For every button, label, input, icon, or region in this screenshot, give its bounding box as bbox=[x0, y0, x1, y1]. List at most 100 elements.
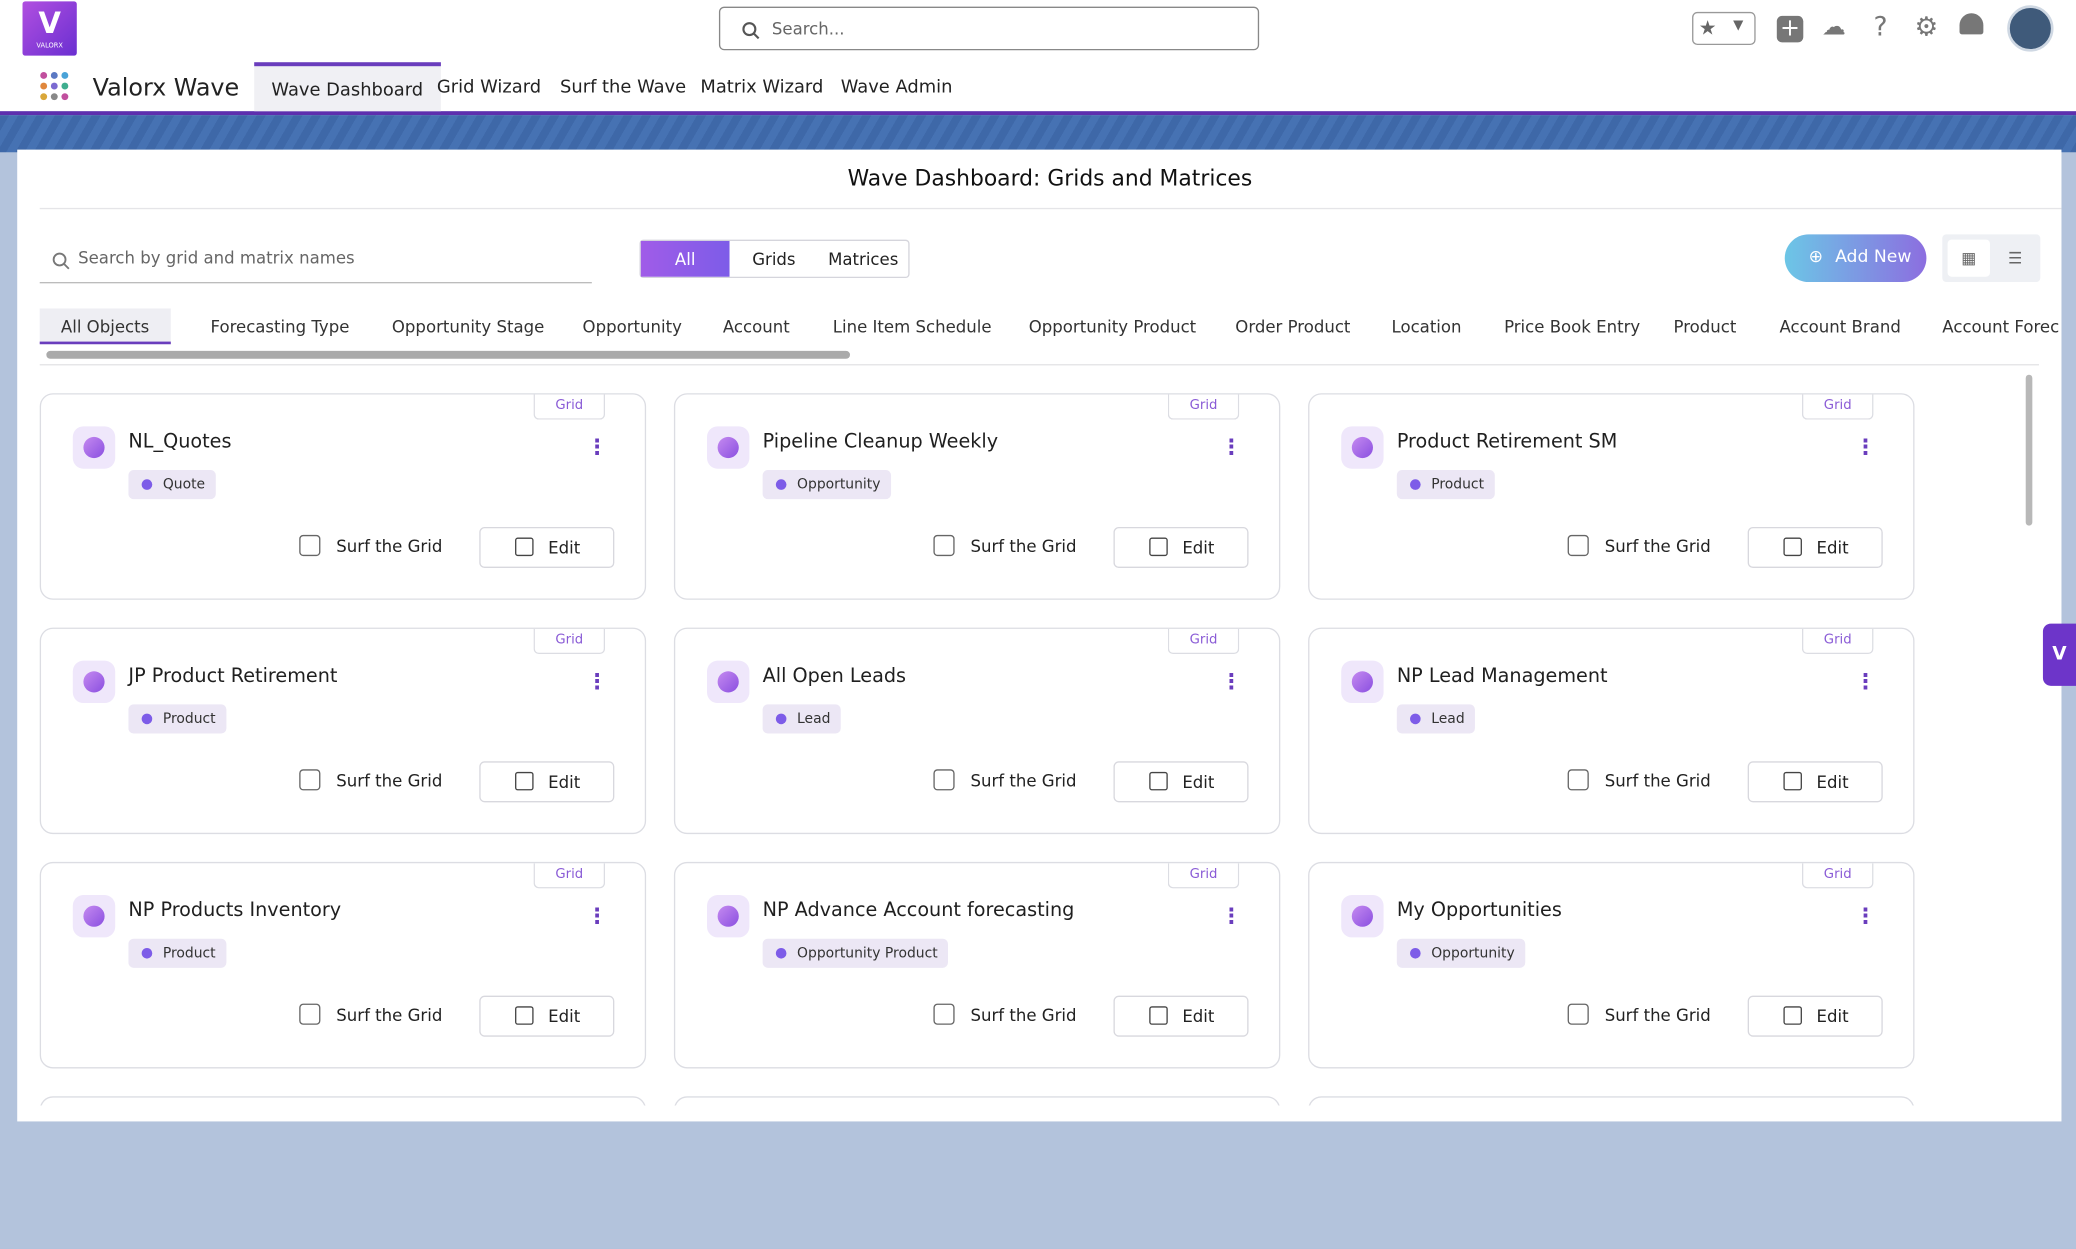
filter-button[interactable]: All bbox=[640, 240, 730, 277]
nav-divider bbox=[0, 111, 2076, 116]
edit-button[interactable]: Edit bbox=[1113, 526, 1249, 568]
setup-icon[interactable]: ⚙ bbox=[1914, 10, 1939, 43]
surf-icon bbox=[1567, 1003, 1589, 1025]
surf-link[interactable]: Surf the Grid bbox=[933, 1003, 1077, 1028]
tabs-scrollbar bbox=[46, 350, 851, 359]
surf-link[interactable]: Surf the Grid bbox=[1567, 769, 1711, 793]
edit-icon bbox=[1783, 771, 1802, 791]
add-new-button[interactable]: ⊕ Add New bbox=[1784, 234, 1927, 283]
card-title: My Opportunities bbox=[1396, 900, 1562, 922]
edit-button[interactable]: Edit bbox=[1747, 526, 1883, 568]
card-title: Pipeline Cleanup Weekly bbox=[762, 431, 999, 453]
grid-card[interactable]: Grid NP Advance Account forecasting ⋮ Oppor… bbox=[673, 861, 1281, 1069]
edit-button[interactable]: Edit bbox=[479, 761, 615, 803]
filter-button[interactable]: Matrices bbox=[828, 248, 899, 269]
object-tab[interactable]: Opportunity Product bbox=[1028, 316, 1197, 337]
card-icon bbox=[707, 660, 750, 704]
object-tab[interactable]: Opportunity Stage bbox=[391, 316, 545, 337]
grid-card[interactable]: Grid All Open Leads ⋮ Lead Surf the Grid Edit bbox=[673, 627, 1281, 835]
grid-card[interactable]: Grid NP Lead Management ⋮ Lead Surf the Grid… bbox=[1308, 627, 1915, 835]
object-tab[interactable]: Account Brand bbox=[1779, 316, 1901, 337]
nav-tab[interactable]: Wave Dashboard bbox=[254, 62, 441, 112]
grid-view[interactable]: ▦ bbox=[1947, 239, 1990, 277]
kebab-menu[interactable]: ⋮ bbox=[1220, 434, 1242, 460]
surf-link[interactable]: Surf the Grid bbox=[933, 534, 1077, 559]
surf-link[interactable]: Surf the Grid bbox=[1567, 1003, 1711, 1028]
object-tab[interactable]: Line Item Schedule bbox=[832, 316, 992, 337]
grid-card[interactable]: Grid Product Retirement SM ⋮ Product Surf th… bbox=[1308, 393, 1915, 600]
add-new-label: Add New bbox=[1835, 247, 1912, 268]
object-tab[interactable]: Price Book Entry bbox=[1504, 316, 1641, 337]
new-icon[interactable]: + bbox=[1776, 15, 1804, 43]
object-tab[interactable]: Opportunity bbox=[582, 316, 682, 337]
grid-search[interactable]: Search by grid and matrix names bbox=[39, 242, 592, 284]
app-launcher[interactable] bbox=[40, 71, 69, 101]
edit-button[interactable]: Edit bbox=[479, 995, 615, 1037]
kebab-menu[interactable]: ⋮ bbox=[1854, 668, 1877, 694]
grid-card[interactable]: Grid My Opportunities ⋮ Opportunity Surf the… bbox=[1308, 861, 1915, 1069]
edit-button[interactable]: Edit bbox=[1113, 995, 1249, 1037]
object-tab[interactable]: Product bbox=[1673, 316, 1737, 337]
type-badge: Grid bbox=[533, 863, 606, 889]
grid-card[interactable] bbox=[673, 1096, 1281, 1106]
surf-link[interactable]: Surf the Grid bbox=[933, 769, 1077, 793]
trailhead-icon[interactable]: ☁ bbox=[1821, 13, 1846, 42]
object-pill: Product bbox=[128, 704, 227, 734]
edit-icon bbox=[1149, 1006, 1168, 1025]
edit-icon bbox=[515, 1006, 534, 1025]
avatar[interactable] bbox=[2007, 5, 2054, 52]
kebab-menu[interactable]: ⋮ bbox=[1854, 434, 1877, 460]
caret-icon: ▼ bbox=[1733, 18, 1744, 34]
edit-button[interactable]: Edit bbox=[1113, 761, 1249, 803]
object-icon bbox=[775, 713, 787, 725]
kebab-menu[interactable]: ⋮ bbox=[586, 902, 608, 929]
edit-button[interactable]: Edit bbox=[1747, 995, 1883, 1037]
notifications-icon[interactable] bbox=[1959, 13, 1984, 35]
nav-tab[interactable]: Surf the Wave bbox=[560, 76, 687, 98]
icon-glyph bbox=[83, 905, 105, 927]
edit-button[interactable]: Edit bbox=[479, 526, 615, 568]
object-tab[interactable]: Location bbox=[1391, 316, 1462, 337]
filter-button[interactable]: Grids bbox=[752, 248, 796, 269]
surf-icon bbox=[299, 1003, 321, 1025]
grid-card[interactable] bbox=[39, 1096, 647, 1106]
grid-card[interactable]: Grid NP Products Inventory ⋮ Product Surf th… bbox=[39, 861, 647, 1069]
list-view[interactable]: ☰ bbox=[2007, 248, 2023, 268]
card-title: NL_Quotes bbox=[128, 431, 232, 453]
favorites[interactable]: ★ ▼ bbox=[1692, 11, 1756, 46]
icon-glyph bbox=[717, 436, 739, 459]
kebab-menu[interactable]: ⋮ bbox=[586, 668, 608, 694]
nav-tab[interactable]: Matrix Wizard bbox=[700, 76, 824, 98]
title-divider bbox=[39, 207, 2062, 210]
grid-card[interactable]: Grid JP Product Retirement ⋮ Product Surf th… bbox=[39, 627, 647, 835]
surf-link[interactable]: Surf the Grid bbox=[299, 769, 442, 793]
surf-icon bbox=[933, 769, 955, 791]
object-tab[interactable]: Order Product bbox=[1235, 316, 1351, 337]
nav-tab[interactable]: Grid Wizard bbox=[436, 76, 542, 98]
kebab-menu[interactable]: ⋮ bbox=[586, 434, 608, 460]
side-widget[interactable]: V bbox=[2042, 623, 2076, 686]
object-tab[interactable]: Account bbox=[722, 316, 790, 337]
nav-tab[interactable]: Wave Admin bbox=[840, 76, 953, 98]
grid-card[interactable]: Grid NL_Quotes ⋮ Quote Surf the Grid Edit bbox=[39, 393, 647, 600]
object-icon bbox=[1410, 479, 1421, 490]
kebab-menu[interactable]: ⋮ bbox=[1220, 902, 1242, 929]
grid-card[interactable]: Grid Pipeline Cleanup Weekly ⋮ Opportunity S… bbox=[673, 393, 1281, 600]
edit-button[interactable]: Edit bbox=[1747, 761, 1883, 803]
help-icon[interactable]: ? bbox=[1873, 10, 1888, 43]
global-search[interactable]: Search... bbox=[718, 6, 1260, 51]
kebab-menu[interactable]: ⋮ bbox=[1220, 668, 1242, 694]
surf-link[interactable]: Surf the Grid bbox=[299, 534, 442, 559]
surf-link[interactable]: Surf the Grid bbox=[1567, 534, 1711, 559]
edit-icon bbox=[515, 537, 534, 557]
logo[interactable]: V VALORX bbox=[22, 1, 77, 56]
search-placeholder: Search... bbox=[771, 18, 845, 39]
kebab-menu[interactable]: ⋮ bbox=[1854, 902, 1877, 929]
object-tab[interactable]: Account Forec bbox=[1942, 316, 2060, 337]
object-tab[interactable]: Forecasting Type bbox=[210, 316, 350, 337]
icon-glyph bbox=[1351, 436, 1373, 459]
surf-link[interactable]: Surf the Grid bbox=[299, 1003, 442, 1028]
object-tab[interactable]: All Objects bbox=[39, 308, 171, 345]
grid-card[interactable] bbox=[1308, 1096, 1915, 1106]
type-badge: Grid bbox=[533, 628, 606, 655]
